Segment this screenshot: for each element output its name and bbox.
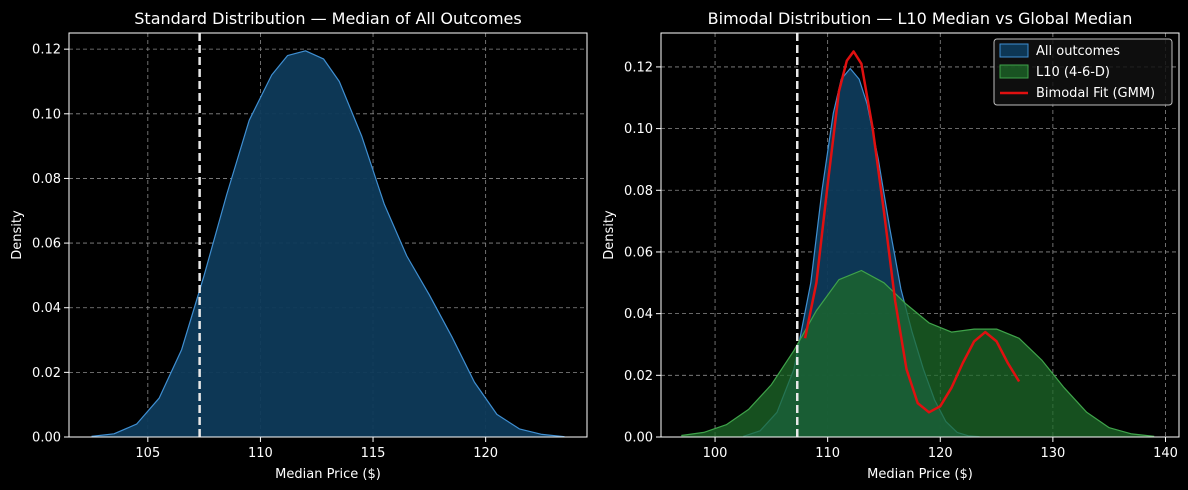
x-tick-label: 100 [703, 446, 728, 461]
x-tick-label: 115 [361, 446, 386, 461]
axes-frame [68, 32, 588, 438]
y-tick-label: 0.02 [32, 366, 61, 381]
x-axis-label: Median Price ($) [275, 467, 381, 482]
chart-title: Standard Distribution — Median of All Ou… [134, 9, 521, 28]
y-tick-label: 0.08 [624, 184, 653, 199]
legend-label-gmm: Bimodal Fit (GMM) [1036, 86, 1155, 101]
plot-area [91, 33, 565, 438]
y-tick-label: 0.04 [32, 301, 61, 316]
y-tick-label: 0.10 [624, 122, 653, 137]
area-l10-4-6-d [681, 270, 1155, 437]
legend-label-l10: L10 (4-6-D) [1036, 65, 1110, 80]
legend-label-all-outcomes: All outcomes [1036, 44, 1120, 59]
series-bimodal-fit-gmm [803, 50, 1021, 414]
y-tick-label: 0.08 [32, 172, 61, 187]
legend-swatch-all-outcomes [999, 43, 1029, 58]
chart-standard-distribution: Standard Distribution — Median of All Ou… [10, 9, 588, 482]
legend: All outcomes L10 (4-6-D) Bimodal Fit (GM… [993, 38, 1173, 106]
line-l10-4-6-d [681, 269, 1155, 437]
y-tick-label: 0.12 [624, 60, 653, 75]
y-axis-label: Density [602, 210, 617, 260]
x-tick-label: 140 [1153, 446, 1178, 461]
y-tick-label: 0.04 [624, 307, 653, 322]
y-tick-label: 0.02 [624, 369, 653, 384]
y-tick-label: 0.06 [624, 245, 653, 260]
legend-swatch-l10 [999, 64, 1029, 79]
x-tick-label: 105 [135, 446, 160, 461]
line-bimodal-fit-gmm [803, 50, 1021, 414]
x-tick-label: 110 [815, 446, 840, 461]
y-tick-label: 0.00 [32, 431, 61, 446]
axes-frame [660, 32, 1180, 438]
y-tick-label: 0.12 [32, 43, 61, 58]
x-tick-label: 120 [473, 446, 498, 461]
y-axis-label: Density [10, 210, 25, 260]
chart-bimodal-distribution: Bimodal Distribution — L10 Median vs Glo… [602, 9, 1180, 482]
legend-box [993, 38, 1173, 106]
x-tick-label: 120 [928, 446, 953, 461]
y-tick-label: 0.06 [32, 237, 61, 252]
x-tick-label: 110 [248, 446, 273, 461]
y-tick-label: 0.10 [32, 107, 61, 122]
chart-title: Bimodal Distribution — L10 Median vs Glo… [708, 9, 1133, 28]
series-l10-4-6-d [681, 269, 1155, 437]
line-all-outcomes [91, 50, 565, 438]
x-tick-label: 130 [1040, 446, 1065, 461]
plot-area [681, 33, 1155, 438]
x-axis-label: Median Price ($) [867, 467, 973, 482]
area-all-outcomes [91, 50, 565, 438]
axes-ticks: 100 110 120 130 140 0.00 0.02 0.04 0.06 0.08 0.10 0… [624, 60, 1178, 461]
axes-ticks: 105 110 115 120 0.00 0.02 0.04 0.06 0.08 0.10 0.12 [32, 43, 498, 461]
series-all-outcomes [91, 50, 565, 438]
y-tick-label: 0.00 [624, 431, 653, 446]
